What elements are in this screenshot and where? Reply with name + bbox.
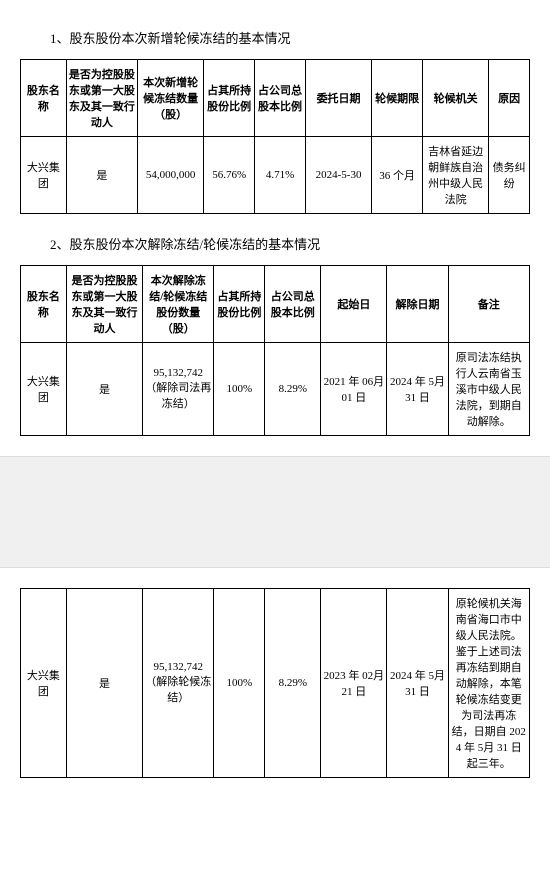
- table-cell: 是: [66, 137, 137, 214]
- table-cell: 54,000,000: [138, 137, 204, 214]
- table-cell: 8.29%: [265, 589, 321, 778]
- table-header: 轮候机关: [423, 60, 489, 137]
- table-cell: 原轮候机关海南省海口市中级人民法院。鉴于上述司法再冻结到期自动解除，本笔轮候冻结…: [448, 589, 530, 778]
- table-cell: 2024-5-30: [305, 137, 371, 214]
- table-header: 委托日期: [305, 60, 371, 137]
- table-header: 股东名称: [21, 266, 67, 343]
- table-header: 股东名称: [21, 60, 67, 137]
- table-cell: 95,132,742（解除轮候冻结）: [143, 589, 214, 778]
- table-cell: 36 个月: [372, 137, 423, 214]
- table-header: 备注: [448, 266, 530, 343]
- table-cell: 100%: [214, 589, 265, 778]
- table-header: 占其所持股份比例: [214, 266, 265, 343]
- table-cell: 债务纠纷: [489, 137, 530, 214]
- table-cell: 95,132,742（解除司法再冻结）: [143, 343, 214, 436]
- table-header: 起始日: [321, 266, 387, 343]
- table-cell: 56.76%: [204, 137, 255, 214]
- table-header: 本次新增轮候冻结数量（股）: [138, 60, 204, 137]
- table-release-freeze-cont: 大兴集团是95,132,742（解除轮候冻结）100%8.29%2023 年 0…: [20, 588, 530, 778]
- section2-title: 2、股东股份本次解除冻结/轮候冻结的基本情况: [50, 234, 530, 253]
- page-break-spacer: [0, 456, 550, 568]
- table-header: 是否为控股股东或第一大股东及其一致行动人: [66, 266, 142, 343]
- table-cell: 大兴集团: [21, 589, 67, 778]
- table-cell: 4.71%: [255, 137, 306, 214]
- table-cell: 大兴集团: [21, 343, 67, 436]
- section1-title: 1、股东股份本次新增轮候冻结的基本情况: [50, 28, 530, 47]
- table-cell: 吉林省延边朝鲜族自治州中级人民法院: [423, 137, 489, 214]
- table-header: 原因: [489, 60, 530, 137]
- table-header: 是否为控股股东或第一大股东及其一致行动人: [66, 60, 137, 137]
- table-cell: 原司法冻结执行人云南省玉溪市中级人民法院，到期自动解除。: [448, 343, 530, 436]
- table-cell: 100%: [214, 343, 265, 436]
- table-header: 本次解除冻结/轮候冻结股份数量（股）: [143, 266, 214, 343]
- table-cell: 2021 年 06月 01 日: [321, 343, 387, 436]
- table-cell: 大兴集团: [21, 137, 67, 214]
- table-header: 占公司总股本比例: [255, 60, 306, 137]
- table-release-freeze: 股东名称是否为控股股东或第一大股东及其一致行动人本次解除冻结/轮候冻结股份数量（…: [20, 265, 530, 436]
- table-cell: 2023 年 02月 21 日: [321, 589, 387, 778]
- table-header: 占公司总股本比例: [265, 266, 321, 343]
- table-cell: 是: [66, 343, 142, 436]
- table-new-freeze: 股东名称是否为控股股东或第一大股东及其一致行动人本次新增轮候冻结数量（股）占其所…: [20, 59, 530, 214]
- table-header: 轮候期限: [372, 60, 423, 137]
- table-cell: 是: [66, 589, 142, 778]
- table-header: 解除日期: [387, 266, 448, 343]
- table-cell: 2024 年 5月 31 日: [387, 343, 448, 436]
- table-cell: 2024 年 5月 31 日: [387, 589, 448, 778]
- table-header: 占其所持股份比例: [204, 60, 255, 137]
- table-cell: 8.29%: [265, 343, 321, 436]
